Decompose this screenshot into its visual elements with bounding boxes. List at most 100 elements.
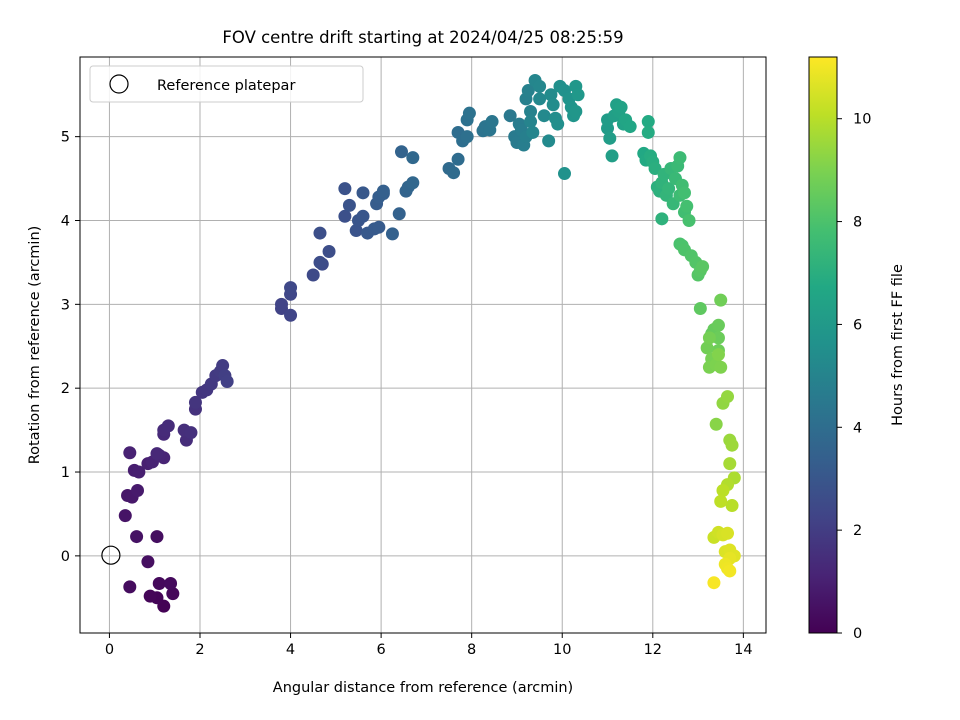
data-point bbox=[485, 115, 499, 129]
data-point bbox=[714, 293, 728, 307]
data-point bbox=[188, 395, 202, 409]
data-point bbox=[524, 115, 538, 129]
data-point bbox=[569, 104, 583, 118]
data-point bbox=[533, 79, 547, 93]
data-point bbox=[714, 360, 728, 374]
legend-box bbox=[89, 65, 364, 103]
data-point bbox=[284, 308, 298, 322]
data-point bbox=[306, 268, 320, 282]
x-tick-label: 6 bbox=[376, 642, 385, 658]
data-point bbox=[721, 526, 735, 540]
data-point bbox=[711, 348, 725, 362]
data-point bbox=[338, 209, 352, 223]
legend-marker-icon bbox=[109, 74, 129, 94]
data-point bbox=[130, 530, 144, 544]
data-point bbox=[349, 224, 363, 238]
reference-platepar-marker bbox=[101, 545, 121, 565]
colorbar-tick-label: 6 bbox=[853, 317, 862, 333]
data-point bbox=[322, 245, 336, 259]
x-tick-label: 14 bbox=[734, 642, 752, 658]
y-tick-label: 0 bbox=[61, 549, 70, 565]
data-point bbox=[623, 120, 637, 134]
data-point bbox=[655, 212, 669, 226]
data-point bbox=[714, 494, 728, 508]
y-tick-label: 4 bbox=[61, 213, 70, 229]
data-point bbox=[123, 580, 137, 594]
data-point bbox=[693, 302, 707, 316]
data-point bbox=[164, 577, 178, 591]
legend-entry-reference-platepar: Reference platepar bbox=[157, 78, 295, 94]
data-point bbox=[503, 109, 517, 123]
colorbar-tick-label: 2 bbox=[853, 523, 862, 539]
data-point bbox=[313, 255, 327, 269]
data-point bbox=[150, 530, 164, 544]
data-point bbox=[571, 88, 585, 102]
colorbar-tick-label: 0 bbox=[853, 626, 862, 642]
data-point bbox=[274, 297, 288, 311]
y-tick-label: 5 bbox=[61, 130, 70, 146]
data-point bbox=[372, 220, 386, 234]
data-point bbox=[342, 198, 356, 212]
data-point bbox=[524, 104, 538, 118]
data-point bbox=[641, 115, 655, 129]
data-point bbox=[711, 331, 725, 345]
data-point bbox=[220, 374, 234, 388]
data-points bbox=[118, 73, 741, 613]
data-point bbox=[709, 417, 723, 431]
x-tick-label: 2 bbox=[195, 642, 204, 658]
data-point bbox=[680, 199, 694, 213]
data-point bbox=[673, 151, 687, 165]
x-tick-label: 10 bbox=[553, 642, 571, 658]
data-point bbox=[166, 587, 180, 601]
data-point bbox=[723, 564, 737, 578]
data-point bbox=[392, 207, 406, 221]
plot-frame bbox=[79, 56, 767, 634]
data-point bbox=[338, 182, 352, 196]
data-point bbox=[521, 84, 535, 98]
data-point bbox=[184, 426, 198, 440]
data-point bbox=[702, 331, 716, 345]
data-point bbox=[462, 106, 476, 120]
data-point bbox=[551, 117, 565, 131]
data-point bbox=[141, 555, 155, 569]
chart-title: FOV centre drift starting at 2024/04/25 … bbox=[222, 28, 623, 47]
data-point bbox=[132, 465, 146, 479]
colorbar-ticks: 0 2 4 6 8 10 bbox=[837, 112, 871, 642]
data-point bbox=[725, 438, 739, 452]
colorbar-tick-label: 8 bbox=[853, 215, 862, 231]
data-point bbox=[721, 390, 735, 404]
colorbar-tick-label: 10 bbox=[853, 112, 871, 128]
data-point bbox=[161, 419, 175, 433]
data-point bbox=[641, 125, 655, 139]
data-point bbox=[123, 446, 137, 460]
data-point bbox=[447, 166, 461, 180]
data-point bbox=[216, 359, 230, 373]
data-point bbox=[711, 318, 725, 332]
grid bbox=[80, 57, 766, 633]
y-axis-label: Rotation from reference (arcmin) bbox=[27, 226, 43, 465]
data-point bbox=[725, 499, 739, 513]
x-tick-label: 12 bbox=[644, 642, 662, 658]
data-point bbox=[406, 151, 420, 165]
colorbar-label: Hours from first FF file bbox=[890, 264, 906, 426]
data-point bbox=[152, 577, 166, 591]
legend: Reference platepar bbox=[89, 65, 364, 103]
data-point bbox=[546, 98, 560, 112]
data-point bbox=[716, 483, 730, 497]
colorbar: 0 2 4 6 8 10 Hours from first FF file bbox=[808, 56, 906, 642]
data-point bbox=[677, 186, 691, 200]
x-axis-label: Angular distance from reference (arcmin) bbox=[273, 680, 573, 696]
y-axis-ticks: 0 1 2 3 4 5 bbox=[61, 130, 80, 565]
data-point bbox=[356, 186, 370, 200]
x-tick-label: 0 bbox=[105, 642, 114, 658]
data-point bbox=[356, 209, 370, 223]
data-point bbox=[700, 341, 714, 355]
data-point bbox=[696, 260, 710, 274]
data-point bbox=[558, 167, 572, 181]
y-tick-label: 3 bbox=[61, 297, 70, 313]
data-point bbox=[537, 109, 551, 123]
data-point bbox=[605, 149, 619, 163]
y-tick-label: 1 bbox=[61, 465, 70, 481]
data-point bbox=[150, 447, 164, 461]
